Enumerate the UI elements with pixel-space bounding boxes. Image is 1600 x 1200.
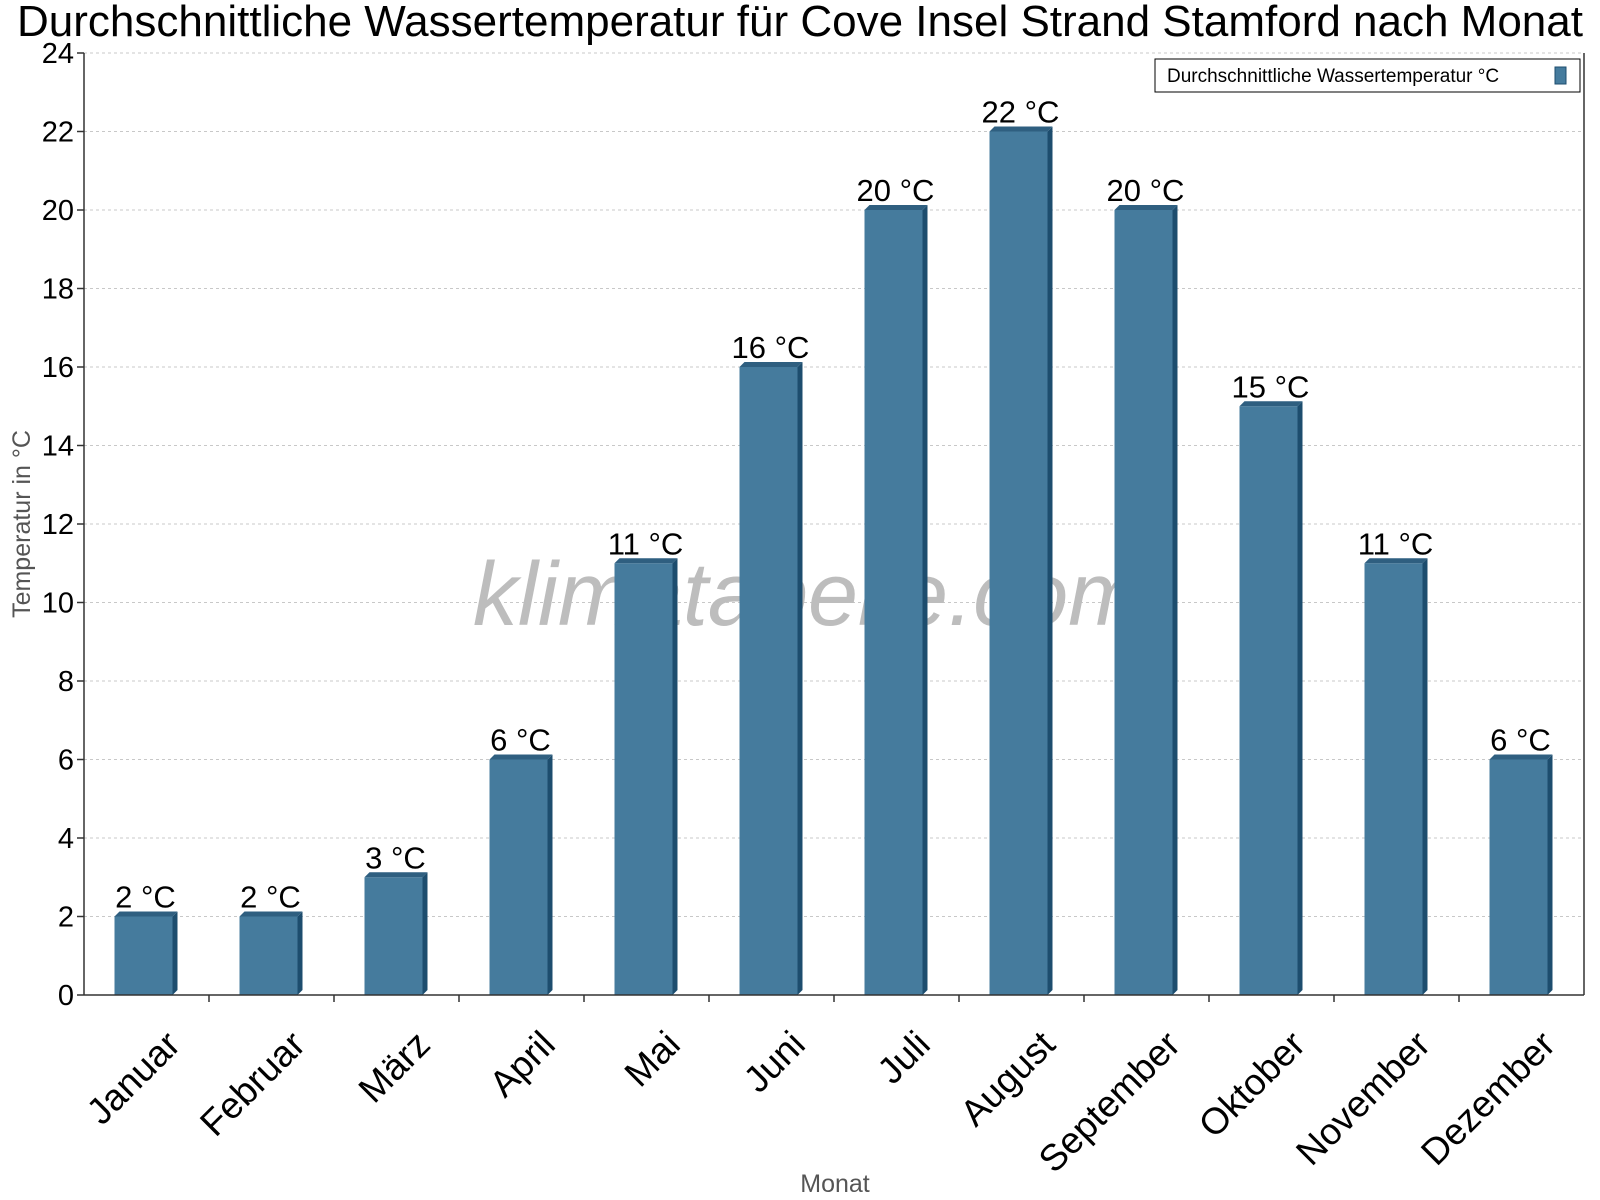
y-tick-label: 18: [42, 274, 74, 306]
data-label: 22 °C: [982, 95, 1060, 130]
bar-top: [614, 558, 678, 564]
bar-top: [1114, 205, 1178, 210]
y-tick-label: 22: [42, 117, 74, 149]
bar-side: [1547, 754, 1553, 995]
bar-top: [239, 911, 303, 917]
x-tick-label: Januar: [79, 1023, 188, 1132]
bar-top: [1364, 558, 1428, 564]
y-tick-label: 8: [58, 666, 74, 698]
legend-box: [1154, 58, 1581, 93]
bar-side: [547, 754, 553, 995]
data-label: 6 °C: [490, 723, 551, 758]
data-label: 6 °C: [1490, 723, 1551, 758]
bar: [364, 877, 423, 995]
bar: [864, 210, 923, 995]
bar-side: [1172, 205, 1178, 995]
x-tick-label: Februar: [192, 1023, 313, 1144]
x-tick-label: März: [351, 1023, 438, 1110]
bar-side: [1297, 401, 1303, 995]
legend-label: Durchschnittliche Wassertemperatur °C: [1167, 66, 1499, 87]
x-tick-label: Juli: [870, 1023, 938, 1091]
bar-side: [922, 205, 928, 995]
bar: [1114, 210, 1173, 995]
y-tick-label: 0: [58, 980, 74, 1012]
x-tick-label: November: [1288, 1023, 1438, 1173]
bar-top: [489, 754, 553, 760]
data-label: 20 °C: [1107, 173, 1185, 208]
bar-top: [989, 126, 1053, 132]
chart-title: Durchschnittliche Wassertemperatur für C…: [17, 0, 1583, 46]
bar-side: [297, 911, 303, 995]
data-label: 2 °C: [240, 880, 301, 915]
data-label: 20 °C: [857, 173, 935, 208]
y-tick-label: 2: [58, 902, 74, 934]
bar-side: [1422, 558, 1428, 995]
data-label: 2 °C: [115, 880, 176, 915]
bar-side: [422, 872, 428, 995]
x-tick-label: Mai: [617, 1023, 688, 1094]
bar-side: [172, 911, 178, 995]
data-label: 3 °C: [365, 840, 426, 875]
bars: [114, 126, 1553, 995]
bar: [1239, 406, 1298, 995]
bar-top: [1489, 754, 1553, 760]
bar: [114, 916, 173, 995]
x-tick-label: Dezember: [1413, 1023, 1563, 1173]
bar: [739, 367, 798, 995]
legend-swatch: [1554, 66, 1567, 85]
bar: [1364, 563, 1423, 995]
y-tick-label: 12: [42, 509, 74, 541]
x-ticks: Januar Februar März April Mai Juni Juli AugustS…: [79, 995, 1563, 1180]
bar: [489, 759, 548, 995]
x-tick-label: August: [952, 1023, 1063, 1134]
bar-side: [797, 362, 803, 995]
bar: [614, 563, 673, 995]
bar-side: [1047, 126, 1053, 995]
grid-lines: [84, 52, 1584, 917]
data-label: 16 °C: [732, 330, 810, 365]
bar: [1489, 759, 1548, 995]
bar-top: [864, 205, 928, 210]
legend: Durchschnittliche Wassertemperatur °C: [1154, 58, 1581, 93]
y-tick-label: 24: [42, 38, 74, 70]
bar-top: [364, 872, 428, 878]
y-tick-label: 6: [58, 745, 74, 777]
x-tick-label: Oktober: [1191, 1023, 1313, 1145]
bar-top: [114, 911, 178, 917]
x-tick-label: Juni: [736, 1023, 813, 1100]
y-tick-label: 4: [58, 823, 74, 855]
bar: [239, 916, 298, 995]
y-tick-label: 20: [42, 195, 74, 227]
y-tick-label: 16: [42, 352, 74, 384]
bar: [989, 131, 1048, 995]
y-axis-label: Temperatur in °C: [8, 430, 36, 618]
data-label: 11 °C: [1358, 526, 1434, 561]
y-tick-label: 14: [42, 431, 74, 463]
x-axis-label: Monat: [800, 1170, 870, 1198]
y-tick-label: 10: [42, 588, 74, 620]
bar-side: [672, 558, 678, 995]
bar-top: [739, 362, 803, 367]
data-label: 15 °C: [1232, 369, 1310, 404]
data-label: 11 °C: [608, 526, 684, 561]
bar-top: [1239, 401, 1303, 407]
data-labels: 2 °C 2 °C 3 °C 6 °C 11 °C 16 °C 20 °C 22 °C 20 °…: [115, 95, 1551, 915]
x-tick-label: April: [481, 1023, 562, 1104]
